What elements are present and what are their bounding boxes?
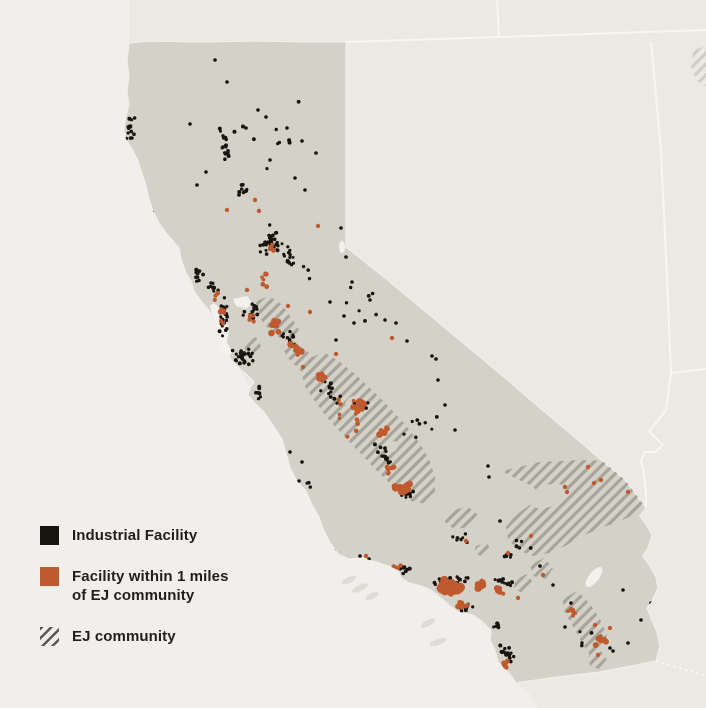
legend-item-ej-community: EJ community xyxy=(40,627,300,646)
ej-community-hatch-swatch xyxy=(40,627,59,646)
legend-item-industrial-facility: Industrial Facility xyxy=(40,526,300,545)
legend-item-ej-facility: Facility within 1 miles of EJ community xyxy=(40,567,300,605)
legend-label-ej-facility: Facility within 1 miles of EJ community xyxy=(72,567,229,605)
legend-label-ej-facility-line2: of EJ community xyxy=(72,587,195,604)
ej-facility-swatch xyxy=(40,567,59,586)
industrial-facility-swatch xyxy=(40,526,59,545)
legend-label-ej-facility-line1: Facility within 1 miles xyxy=(72,568,229,585)
legend-label-ej-community: EJ community xyxy=(72,628,176,645)
legend-label-industrial-facility: Industrial Facility xyxy=(72,527,198,544)
legend: Industrial Facility Facility within 1 mi… xyxy=(40,526,300,646)
